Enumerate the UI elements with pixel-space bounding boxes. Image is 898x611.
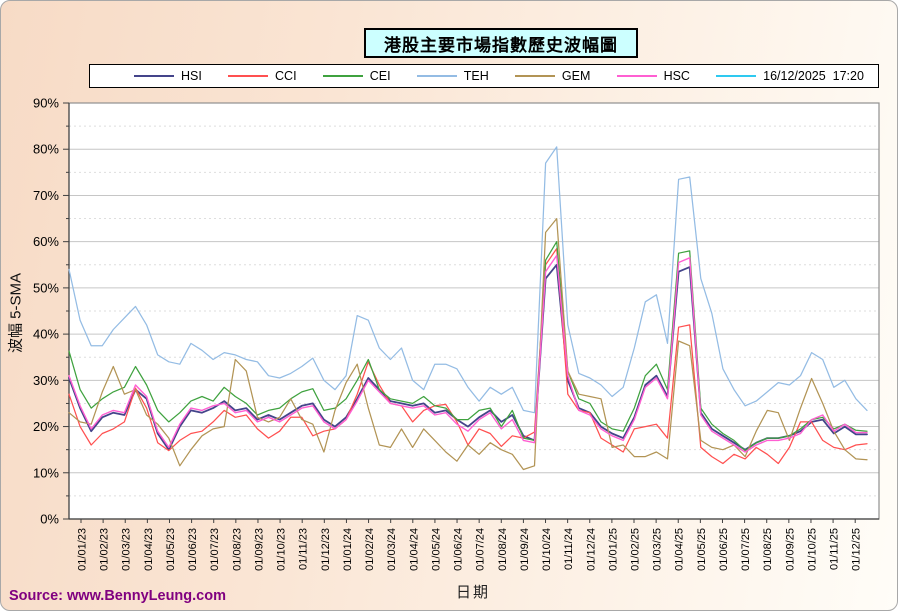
series-line-hsc bbox=[68, 254, 868, 453]
x-axis-tick-label: 01/12/24 bbox=[585, 528, 597, 571]
x-axis-tick-label: 01/03/25 bbox=[652, 528, 664, 571]
x-axis-tick-label: 01/01/23 bbox=[77, 528, 89, 571]
legend-label-hsi: HSI bbox=[181, 69, 202, 83]
legend-label-hsc: HSC bbox=[663, 69, 690, 83]
x-axis-tick-label: 01/08/24 bbox=[497, 528, 509, 571]
cci-line-swatch bbox=[228, 75, 269, 77]
y-axis-tick-label: 10% bbox=[33, 465, 59, 480]
x-axis-tick-label: 01/07/23 bbox=[209, 528, 221, 571]
x-axis-tick-label: 01/11/23 bbox=[298, 528, 310, 570]
legend: HSI CCI CEI TEH GEM HSC 16/12/2025 17:20 bbox=[89, 64, 879, 88]
x-axis-tick-label: 01/07/25 bbox=[740, 528, 752, 571]
x-axis-tick-label: 01/06/25 bbox=[718, 528, 730, 571]
gem-line-swatch bbox=[514, 75, 555, 77]
x-axis-tick-label: 01/09/25 bbox=[784, 528, 796, 571]
x-axis-tick-label: 01/12/25 bbox=[851, 528, 863, 571]
y-axis-tick-label: 90% bbox=[33, 96, 59, 111]
legend-timestamp: 16/12/2025 17:20 bbox=[763, 69, 864, 83]
x-axis-tick-label: 01/01/24 bbox=[342, 528, 354, 571]
x-axis-tick-label: 01/05/25 bbox=[696, 528, 708, 571]
legend-item-gem: GEM bbox=[514, 69, 591, 83]
x-axis-tick-label: 01/06/24 bbox=[453, 528, 465, 571]
x-axis-tick-label: 01/12/23 bbox=[320, 528, 332, 571]
legend-item-hsc: HSC bbox=[616, 69, 690, 83]
x-axis-tick-label: 01/04/25 bbox=[674, 528, 686, 571]
hsi-line-swatch bbox=[134, 75, 174, 77]
x-axis-tick-label: 01/07/24 bbox=[475, 528, 487, 571]
legend-item-timestamp: 16/12/2025 17:20 bbox=[716, 69, 864, 83]
legend-label-gem: GEM bbox=[561, 69, 591, 83]
x-axis-tick-label: 01/11/25 bbox=[829, 528, 841, 570]
x-axis-tick-label: 01/03/23 bbox=[121, 528, 133, 571]
y-axis-tick-label: 30% bbox=[33, 373, 59, 388]
x-axis-tick-label: 01/01/25 bbox=[607, 528, 619, 571]
timestamp-line-swatch bbox=[716, 75, 757, 77]
x-axis-tick-label: 01/04/23 bbox=[143, 528, 155, 571]
x-axis-tick-label: 01/08/25 bbox=[762, 528, 774, 571]
teh-line-swatch bbox=[416, 75, 457, 77]
hsc-line-swatch bbox=[616, 75, 657, 77]
x-axis-tick-label: 01/09/23 bbox=[253, 528, 265, 571]
y-axis-tick-label: 80% bbox=[33, 142, 59, 157]
x-axis-tick-label: 01/02/24 bbox=[364, 528, 376, 571]
x-axis-tick-label: 01/10/23 bbox=[276, 528, 288, 571]
x-axis-tick-label: 01/10/24 bbox=[541, 528, 553, 571]
x-axis-tick-label: 01/02/23 bbox=[99, 528, 111, 571]
x-axis-tick-label: 01/03/24 bbox=[386, 528, 398, 571]
x-axis-tick-label: 01/02/25 bbox=[630, 528, 642, 571]
cei-line-swatch bbox=[322, 75, 363, 77]
x-axis-tick-label: 01/05/24 bbox=[430, 528, 442, 571]
legend-label-cci: CCI bbox=[275, 69, 297, 83]
y-axis-tick-label: 70% bbox=[33, 188, 59, 203]
series-line-cei bbox=[68, 241, 868, 452]
x-axis-tick-label: 01/08/23 bbox=[231, 528, 243, 571]
legend-item-cei: CEI bbox=[322, 69, 391, 83]
legend-label-cei: CEI bbox=[369, 69, 391, 83]
chart-title-box: 港股主要市場指數歷史波幅圖 bbox=[364, 28, 638, 58]
y-axis-tick-label: 0% bbox=[40, 512, 59, 527]
legend-item-hsi: HSI bbox=[134, 69, 202, 83]
legend-item-teh: TEH bbox=[416, 69, 489, 83]
x-axis-title: 日期 bbox=[456, 584, 491, 601]
x-axis-tick-label: 01/05/23 bbox=[165, 528, 177, 571]
legend-label-teh: TEH bbox=[463, 69, 489, 83]
x-axis-tick-label: 01/06/23 bbox=[187, 528, 199, 571]
source-credit: Source: www.BennyLeung.com bbox=[9, 588, 226, 604]
x-axis-tick-label: 01/04/24 bbox=[408, 528, 420, 571]
y-axis-tick-label: 60% bbox=[33, 234, 59, 249]
y-axis-tick-label: 20% bbox=[33, 419, 59, 434]
y-axis-tick-label: 40% bbox=[33, 327, 59, 342]
series-line-teh bbox=[68, 146, 868, 414]
y-axis-title: 波幅 5-SMA bbox=[7, 272, 25, 354]
x-axis-tick-label: 01/11/24 bbox=[563, 528, 575, 570]
chart-title: 港股主要市場指數歷史波幅圖 bbox=[384, 35, 618, 55]
y-axis-tick-label: 50% bbox=[33, 280, 59, 295]
x-axis-tick-label: 01/09/24 bbox=[519, 528, 531, 571]
legend-item-cci: CCI bbox=[228, 69, 297, 83]
x-axis-tick-label: 01/10/25 bbox=[806, 528, 818, 571]
series-line-hsi bbox=[68, 263, 868, 451]
